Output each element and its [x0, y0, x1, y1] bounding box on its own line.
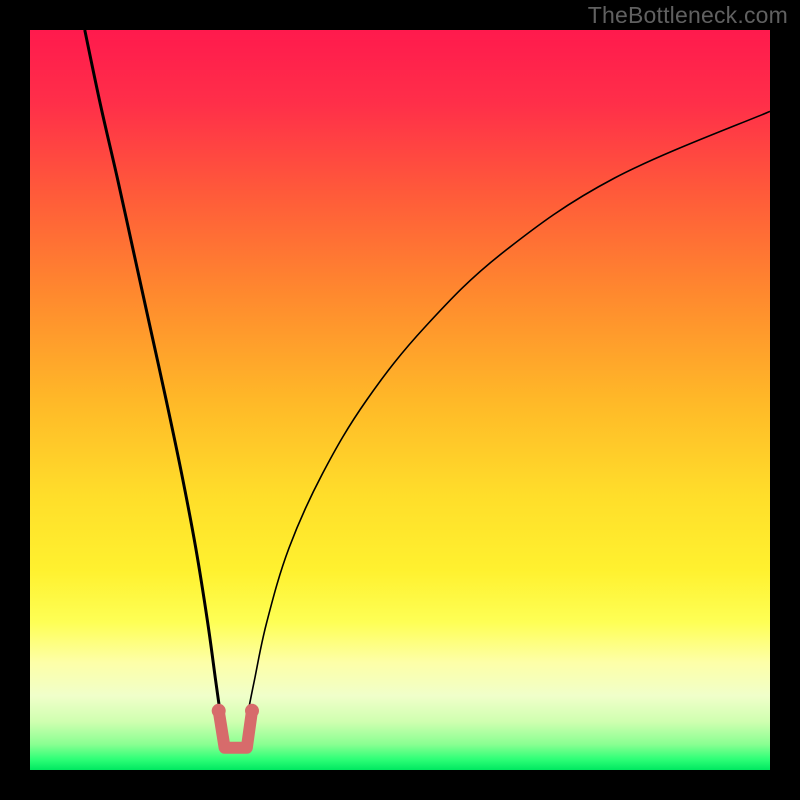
valley-marker-right — [245, 704, 259, 718]
plot-svg — [30, 30, 770, 770]
watermark-text: TheBottleneck.com — [588, 2, 788, 29]
valley-marker-left — [212, 704, 226, 718]
outer-frame: TheBottleneck.com — [0, 0, 800, 800]
plot-area — [30, 30, 770, 770]
gradient-background — [30, 30, 770, 770]
